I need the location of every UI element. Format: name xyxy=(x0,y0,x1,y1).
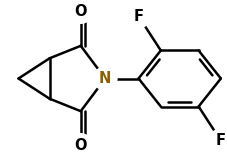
Point xyxy=(79,144,83,147)
Text: O: O xyxy=(74,138,87,153)
Text: F: F xyxy=(216,133,226,148)
Text: F: F xyxy=(133,9,143,24)
Point xyxy=(79,10,83,13)
Text: O: O xyxy=(74,4,87,19)
Point xyxy=(219,139,223,142)
Point xyxy=(137,15,140,18)
Text: N: N xyxy=(99,71,111,86)
Point xyxy=(103,77,107,80)
